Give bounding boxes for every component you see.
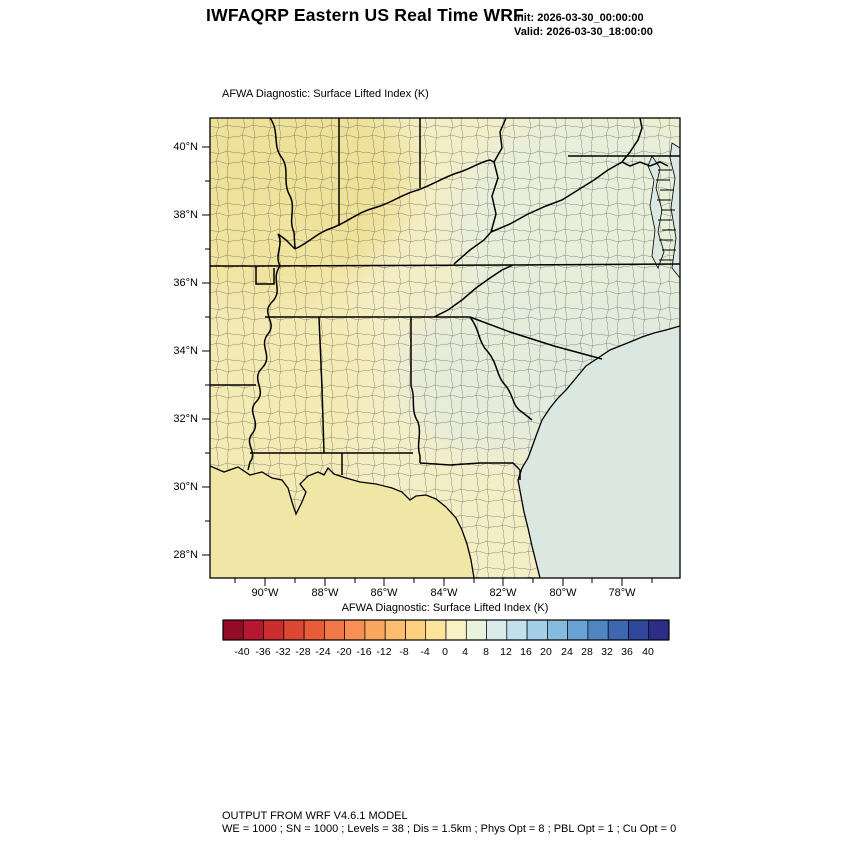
colorbar-segment — [445, 619, 467, 641]
colorbar-segment — [242, 619, 264, 641]
colorbar-tick-label: -4 — [420, 646, 430, 658]
colorbar-tick-label: -32 — [275, 646, 291, 658]
gulf-of-mexico — [210, 466, 474, 578]
map-title: AFWA Diagnostic: Surface Lifted Index (K… — [222, 88, 429, 100]
colorbar-tick-label: -20 — [336, 646, 352, 658]
colorbar-segment — [283, 619, 305, 641]
colorbar-segment — [587, 619, 609, 641]
colorbar-tick-label: 0 — [442, 646, 448, 658]
colorbar-segment — [628, 619, 650, 641]
colorbar-tick-label: 8 — [483, 646, 489, 658]
state-borders-northeast — [453, 118, 680, 265]
colorbar-segment — [465, 619, 487, 641]
colorbar-segment — [506, 619, 528, 641]
colorbar-segment — [384, 619, 406, 641]
wrf-map — [202, 117, 681, 586]
colorbar-tick-label: 4 — [462, 646, 468, 658]
colorbar — [222, 619, 670, 641]
lon-label: 82°W — [489, 587, 517, 599]
colorbar-segment — [222, 619, 244, 641]
colorbar-tick-label: -16 — [356, 646, 372, 658]
state-borders-west — [210, 118, 507, 471]
lat-label: 34°N — [173, 345, 198, 357]
colorbar-segment — [486, 619, 508, 641]
colorbar-segment — [425, 619, 447, 641]
colorbar-tick-label: -12 — [376, 646, 392, 658]
colorbar-segment — [324, 619, 346, 641]
colorbar-tick-label: -24 — [315, 646, 331, 658]
colorbar-tick-label: -36 — [255, 646, 271, 658]
colorbar-segment — [607, 619, 629, 641]
colorbar-tick-label: 36 — [621, 646, 633, 658]
colorbar-tick-label: -28 — [295, 646, 311, 658]
colorbar-segment — [648, 619, 670, 641]
colorbar-segment — [526, 619, 548, 641]
state-borders-south — [210, 263, 680, 480]
colorbar-ticks: -40 -36 -32 -28 -24 -20 -16 -12 -8 -4 0 … — [222, 646, 668, 660]
lon-label: 90°W — [251, 587, 279, 599]
lon-label: 78°W — [608, 587, 636, 599]
map-area: 40°N 38°N 36°N 34°N 32°N 30°N 28°N 90°W … — [173, 117, 681, 599]
colorbar-title: AFWA Diagnostic: Surface Lifted Index (K… — [341, 602, 549, 614]
colorbar-tick-label: -8 — [399, 646, 409, 658]
lat-label: 28°N — [173, 549, 198, 561]
lon-label: 88°W — [311, 587, 339, 599]
lon-label: 86°W — [370, 587, 398, 599]
axis-ticks — [202, 146, 653, 586]
lat-label: 38°N — [173, 209, 198, 221]
colorbar-segment — [263, 619, 285, 641]
colorbar-segment — [547, 619, 569, 641]
lat-label: 40°N — [173, 141, 198, 153]
coastline — [210, 325, 680, 578]
colorbar-segment — [567, 619, 589, 641]
lat-label: 30°N — [173, 481, 198, 493]
map-frame — [209, 117, 681, 579]
colorbar-segment — [303, 619, 325, 641]
colorbar-segment — [344, 619, 366, 641]
run-times: Init: 2026-03-30_00:00:00 Valid: 2026-03… — [514, 11, 653, 39]
colorbar-tick-label: 32 — [601, 646, 613, 658]
footer-info: OUTPUT FROM WRF V4.6.1 MODEL WE = 1000 ;… — [222, 810, 676, 836]
lon-label: 80°W — [549, 587, 577, 599]
colorbar-segment — [364, 619, 386, 641]
colorbar-frame — [222, 619, 670, 641]
colorbar-tick-label: 20 — [540, 646, 552, 658]
lat-label: 32°N — [173, 413, 198, 425]
colorbar-tick-label: -40 — [234, 646, 250, 658]
page-title: IWFAQRP Eastern US Real Time WRF — [206, 5, 524, 25]
colorbar-tick-label: 12 — [500, 646, 512, 658]
model-config-line: WE = 1000 ; SN = 1000 ; Levels = 38 ; Di… — [222, 823, 677, 835]
colorbar-tick-label: 40 — [642, 646, 654, 658]
lon-label: 84°W — [430, 587, 458, 599]
colorbar-tick-label: 28 — [581, 646, 593, 658]
chesapeake-islands — [656, 169, 676, 261]
colorbar-tick-label: 16 — [520, 646, 532, 658]
colorbar-tick-label: 24 — [561, 646, 573, 658]
lat-label: 36°N — [173, 277, 198, 289]
colorbar-segment — [405, 619, 427, 641]
model-version-line: OUTPUT FROM WRF V4.6.1 MODEL — [222, 810, 408, 822]
atlantic-ocean — [518, 326, 680, 578]
init-time: Init: 2026-03-30_00:00:00 — [514, 12, 644, 24]
valid-time: Valid: 2026-03-30_18:00:00 — [514, 26, 653, 38]
water — [210, 142, 680, 578]
